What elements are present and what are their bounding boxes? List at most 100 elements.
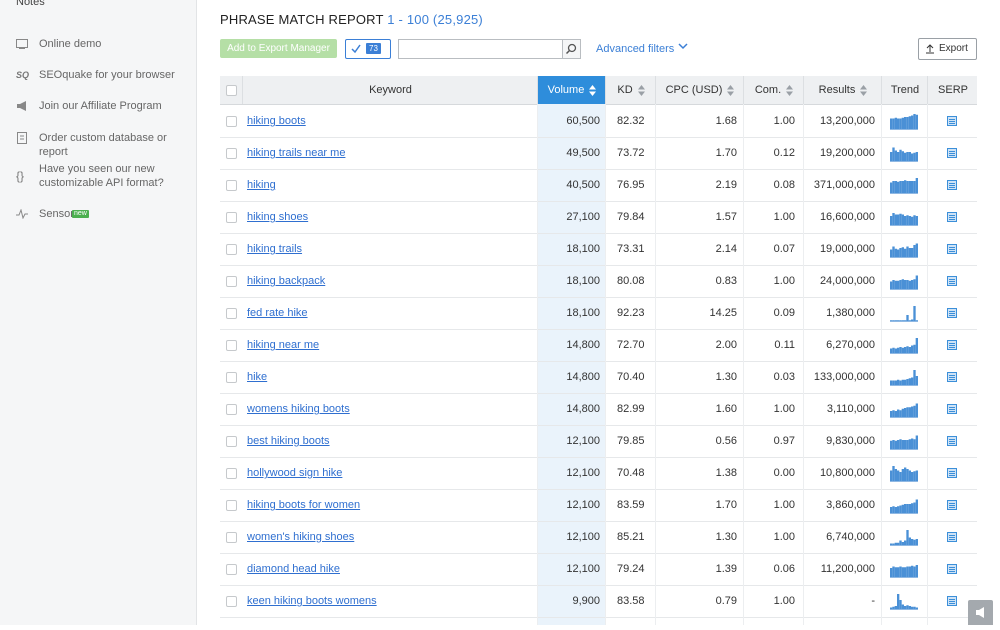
serp-icon[interactable]: [947, 564, 957, 574]
column-header[interactable]: Com.: [743, 76, 804, 104]
serp-icon[interactable]: [947, 468, 957, 478]
trend-bar: [890, 348, 893, 353]
trend-bar: [890, 507, 893, 513]
keyword-link[interactable]: hiking trails near me: [247, 147, 346, 159]
select-button[interactable]: 73: [345, 39, 391, 59]
sort-down: [727, 91, 735, 96]
trend-bar: [906, 346, 909, 353]
row-checkbox[interactable]: [226, 148, 237, 159]
search-input[interactable]: [398, 39, 564, 59]
trend-bar: [897, 594, 900, 609]
trend-bar: [901, 604, 904, 609]
sidebar-item[interactable]: Notes: [16, 0, 45, 8]
sort-up: [727, 84, 735, 90]
sidebar-item[interactable]: Have you seen our new customizable API f…: [39, 163, 164, 189]
keyword-link[interactable]: hiking boots for women: [247, 499, 361, 511]
feedback-button[interactable]: [968, 600, 993, 625]
trend-bar: [913, 539, 916, 545]
sort-down: [589, 91, 597, 96]
column-header[interactable]: Results: [803, 76, 882, 104]
trend-bar: [899, 149, 902, 161]
serp-icon[interactable]: [947, 244, 957, 254]
trend-bar: [892, 566, 895, 577]
row-checkbox[interactable]: [226, 532, 237, 543]
export-button[interactable]: Export: [918, 38, 977, 60]
keyword-link[interactable]: hiking: [247, 179, 276, 191]
row-checkbox[interactable]: [226, 468, 237, 479]
serp-icon[interactable]: [947, 276, 957, 286]
serp-icon[interactable]: [947, 212, 957, 222]
column-header[interactable]: CPC (USD): [655, 76, 744, 104]
serp-lines: [949, 215, 955, 220]
trend-bar: [899, 213, 902, 225]
serp-lines: [949, 279, 955, 284]
column-header[interactable]: Volume: [537, 76, 606, 104]
column-header[interactable]: Keyword: [242, 76, 538, 104]
sidebar-item[interactable]: Sensor: [39, 208, 74, 220]
keyword-link[interactable]: hike: [247, 371, 268, 383]
trend-chart: [890, 466, 918, 482]
row-checkbox[interactable]: [226, 340, 237, 351]
sidebar-item[interactable]: Join our Affiliate Program: [39, 100, 162, 112]
advanced-filters[interactable]: Advanced filters: [596, 42, 690, 55]
serp-icon[interactable]: [947, 116, 957, 126]
keyword-link[interactable]: best hiking boots: [247, 435, 330, 447]
row-checkbox[interactable]: [226, 372, 237, 383]
volume-cell: 40,500: [566, 179, 600, 191]
serp-icon[interactable]: [947, 596, 957, 606]
serp-icon[interactable]: [947, 308, 957, 318]
column-header[interactable]: SERP: [927, 76, 978, 104]
sort-down: [637, 91, 645, 96]
row-checkbox[interactable]: [226, 244, 237, 255]
keyword-link[interactable]: women's hiking shoes: [247, 531, 355, 543]
icon: [17, 101, 26, 111]
row-checkbox[interactable]: [226, 276, 237, 287]
keyword-link[interactable]: hiking shoes: [247, 211, 309, 223]
sidebar-item[interactable]: Order custom database or report: [39, 132, 167, 158]
search-icon: [565, 43, 577, 55]
keyword-link[interactable]: hiking near me: [247, 339, 320, 351]
row-checkbox[interactable]: [226, 180, 237, 191]
keyword-link[interactable]: keen hiking boots womens: [247, 595, 377, 607]
trend-bar: [892, 440, 895, 449]
row-checkbox[interactable]: [226, 116, 237, 127]
trend-bar: [897, 249, 900, 257]
keyword-link[interactable]: fed rate hike: [247, 307, 308, 319]
trend-chart: [890, 565, 918, 578]
serp-icon[interactable]: [947, 148, 957, 158]
serp-icon[interactable]: [947, 500, 957, 510]
search-button[interactable]: [562, 39, 581, 59]
keyword-link[interactable]: hiking boots: [247, 115, 306, 127]
row-checkbox[interactable]: [226, 404, 237, 415]
sidebar-item[interactable]: SEOquake for your browser: [39, 69, 175, 81]
row-checkbox[interactable]: [226, 564, 237, 575]
row-checkbox[interactable]: [226, 212, 237, 223]
keyword-link[interactable]: hollywood sign hike: [247, 467, 343, 479]
results-cell: 19,200,000: [819, 147, 875, 159]
keyword-link[interactable]: diamond head hike: [247, 563, 340, 575]
column-header[interactable]: Trend: [881, 76, 928, 104]
keyword-link[interactable]: womens hiking boots: [247, 403, 350, 415]
serp-icon[interactable]: [947, 180, 957, 190]
row-checkbox[interactable]: [226, 500, 237, 511]
keyword-link[interactable]: hiking trails: [247, 243, 303, 255]
serp-icon[interactable]: [947, 532, 957, 542]
table-row: diamond head hike 12,100 79.24 1.39 0.06 11,2…: [220, 553, 977, 586]
sidebar-item[interactable]: Online demo: [39, 38, 102, 50]
cpc-cell: 1.30: [715, 531, 737, 543]
header-checkbox[interactable]: [226, 85, 237, 96]
row-checkbox[interactable]: [226, 308, 237, 319]
trend-bar: [890, 182, 893, 193]
trend-bar: [906, 407, 909, 417]
keyword-link[interactable]: hiking backpack: [247, 275, 326, 287]
row-checkbox[interactable]: [226, 596, 237, 607]
column-header[interactable]: KD: [605, 76, 656, 104]
serp-icon[interactable]: [947, 404, 957, 414]
row-checkbox[interactable]: [226, 436, 237, 447]
serp-icon[interactable]: [947, 436, 957, 446]
trend-bar: [894, 117, 897, 129]
export-manager-button[interactable]: Add to Export Manager: [220, 39, 337, 58]
serp-icon[interactable]: [947, 340, 957, 350]
serp-icon[interactable]: [947, 372, 957, 382]
serp-lines: [949, 503, 955, 508]
